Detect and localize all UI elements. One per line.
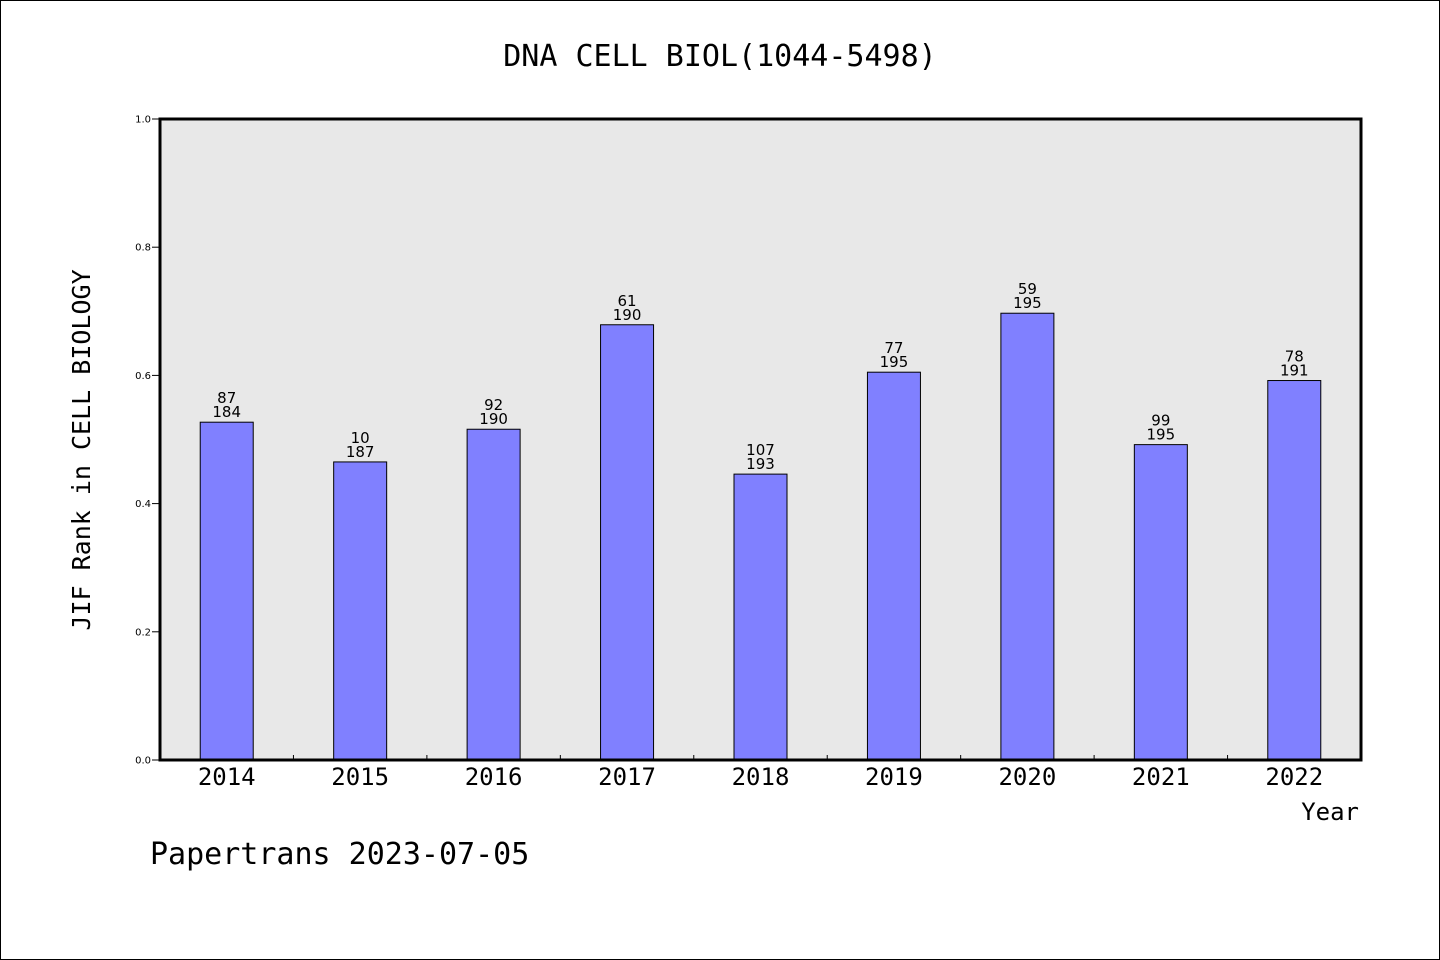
bar-2022 <box>1267 380 1322 761</box>
total-label: 191 <box>1280 362 1309 380</box>
chart-title: DNA CELL BIOL(1044-5498) <box>503 39 936 74</box>
rank-label: 77 <box>884 339 903 357</box>
bar-2020 <box>1000 312 1055 761</box>
total-label: 184 <box>212 403 241 421</box>
x-axis-label: Year <box>1301 798 1359 826</box>
bar-2017 <box>600 324 655 761</box>
x-tick-label: 2020 <box>998 763 1056 791</box>
total-label: 195 <box>880 353 909 371</box>
y-axis-label: JIF Rank in CELL BIOLOGY <box>67 269 96 630</box>
rank-label: 99 <box>1151 412 1170 430</box>
bar-2018 <box>733 473 788 761</box>
rank-label: 59 <box>1018 280 1037 298</box>
bar-2021 <box>1133 444 1188 761</box>
footer-text: Papertrans 2023-07-05 <box>150 837 529 872</box>
plot-border <box>158 117 1363 762</box>
y-tick-label: 0.8 <box>135 243 151 254</box>
x-tick-label: 2016 <box>465 763 523 791</box>
x-tick-label: 2017 <box>598 763 656 791</box>
y-tick-label: 1.0 <box>135 115 151 126</box>
y-tick-label: 0.4 <box>135 499 151 510</box>
x-tick-label: 2014 <box>198 763 256 791</box>
bars <box>199 312 1322 761</box>
y-tick-label: 0.6 <box>135 371 151 382</box>
rank-label: 61 <box>618 292 637 310</box>
y-tick-label: 0.0 <box>135 756 151 767</box>
y-axis: 0.0 0.2 0.4 0.6 0.8 1.0 <box>135 115 160 767</box>
rank-label: 78 <box>1285 348 1304 366</box>
total-label: 193 <box>746 455 775 473</box>
y-tick-label: 0.2 <box>135 627 151 638</box>
bar-2015 <box>333 461 388 761</box>
total-label: 190 <box>613 306 642 324</box>
x-tick-label: 2018 <box>732 763 790 791</box>
rank-label: 92 <box>484 396 503 414</box>
total-label: 187 <box>346 443 375 461</box>
bar-2014 <box>199 421 254 761</box>
rank-label: 10 <box>351 429 370 447</box>
x-tick-label: 2015 <box>331 763 389 791</box>
total-label: 195 <box>1147 426 1176 444</box>
x-tick-label: 2019 <box>865 763 923 791</box>
x-tick-label: 2022 <box>1265 763 1323 791</box>
bar-2019 <box>866 371 921 761</box>
x-tick-label: 2021 <box>1132 763 1190 791</box>
bar-2016 <box>466 428 521 761</box>
x-axis: 2014 2015 2016 2017 2018 2019 2020 2021 2022 <box>198 755 1323 791</box>
data-labels: 8718410187921906119010719377195591959919… <box>212 280 1308 473</box>
rank-label: 87 <box>217 389 236 407</box>
total-label: 190 <box>479 410 508 428</box>
rank-label: 107 <box>746 441 775 459</box>
total-label: 195 <box>1013 294 1042 312</box>
